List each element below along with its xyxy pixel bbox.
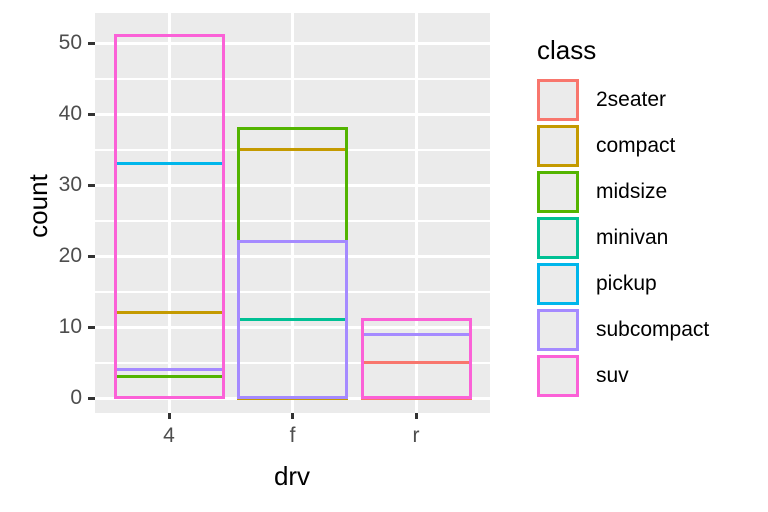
legend-label-pickup: pickup <box>596 272 657 295</box>
legend-item-midsize: midsize <box>537 171 709 213</box>
y-tick-label-10: 10 <box>58 315 82 338</box>
x-tick-label-r: r <box>412 424 420 447</box>
y-tick-label-30: 30 <box>58 173 82 196</box>
legend-key-minivan <box>537 217 579 259</box>
y-tick-label-0: 0 <box>70 386 82 409</box>
legend-key-compact <box>537 125 579 167</box>
y-tick-50 <box>88 41 95 45</box>
x-axis-title: drv <box>273 461 311 491</box>
y-tick-0 <box>88 396 95 400</box>
legend-item-subcompact: subcompact <box>537 309 709 351</box>
y-tick-label-20: 20 <box>58 244 82 267</box>
y-tick-40 <box>88 112 95 116</box>
legend-items: 2seater compact midsize minivan pickup subcom… <box>537 79 709 397</box>
y-tick-30 <box>88 183 95 187</box>
legend-key-suv <box>537 355 579 397</box>
legend-key-pickup <box>537 263 579 305</box>
legend-label-2seater: 2seater <box>596 88 667 111</box>
gridline-major-x-f <box>291 13 294 413</box>
legend: class 2seater compact midsize minivan pickup… <box>537 36 709 401</box>
x-tick-label-4: 4 <box>163 424 175 447</box>
legend-label-subcompact: subcompact <box>596 318 710 341</box>
y-tick-label-50: 50 <box>58 31 82 54</box>
legend-item-suv: suv <box>537 355 709 397</box>
x-tick-f <box>291 413 294 419</box>
legend-label-minivan: minivan <box>596 226 669 249</box>
legend-key-2seater <box>537 79 579 121</box>
gridline-major-x-4 <box>167 13 171 413</box>
legend-item-pickup: pickup <box>537 263 709 305</box>
y-tick-label-40: 40 <box>58 102 82 125</box>
y-tick-20 <box>88 254 95 258</box>
legend-label-compact: compact <box>596 134 676 157</box>
x-tick-4 <box>167 413 171 419</box>
gridline-major-x-r <box>414 13 418 413</box>
legend-key-subcompact <box>537 309 579 351</box>
legend-item-2seater: 2seater <box>537 79 709 121</box>
legend-label-midsize: midsize <box>596 180 668 203</box>
bar-f-subcompact <box>237 240 348 400</box>
legend-key-midsize <box>537 171 579 213</box>
bar-r-suv <box>360 318 472 400</box>
x-tick-r <box>414 413 418 419</box>
plot-panel <box>95 13 490 413</box>
legend-title: class <box>537 35 597 65</box>
bar-4-suv <box>113 34 225 400</box>
legend-item-minivan: minivan <box>537 217 709 259</box>
y-tick-10 <box>88 325 95 329</box>
legend-label-suv: suv <box>596 364 629 387</box>
x-tick-label-f: f <box>289 424 296 447</box>
legend-item-compact: compact <box>537 125 709 167</box>
